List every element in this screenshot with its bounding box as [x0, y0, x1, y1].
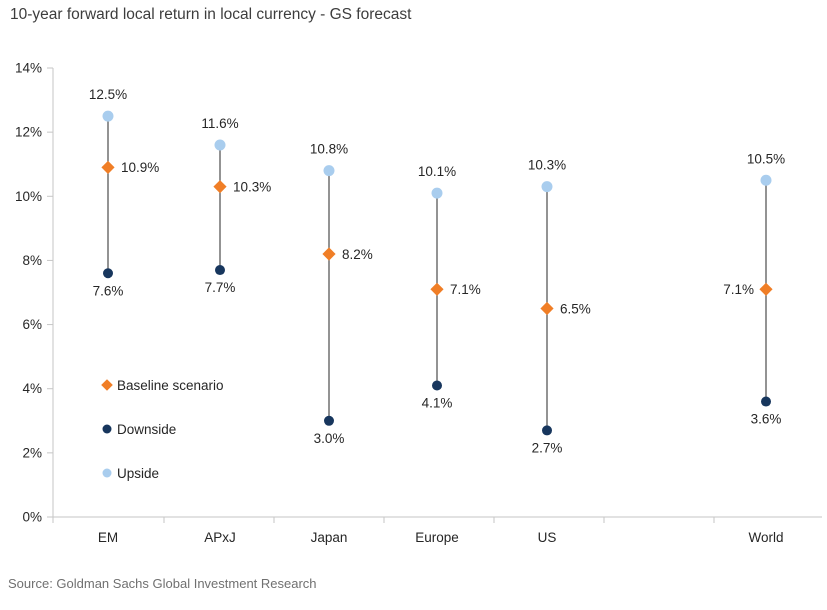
y-axis-tick-label: 0% — [22, 510, 42, 525]
y-axis-tick-label: 12% — [15, 125, 42, 140]
legend-downside-marker — [102, 424, 112, 434]
world-downside-value-label: 3.6% — [751, 412, 782, 427]
us-baseline-marker — [540, 301, 554, 316]
legend-upside-label: Upside — [117, 466, 159, 481]
x-axis-label-japan: Japan — [311, 530, 348, 545]
em-downside-marker — [103, 268, 113, 279]
japan-downside-value-label: 3.0% — [314, 431, 345, 446]
y-axis-tick-label: 14% — [15, 61, 42, 76]
y-axis-tick-label: 10% — [15, 189, 42, 204]
europe-downside-value-label: 4.1% — [422, 396, 453, 411]
legend-baseline-scenario-marker — [101, 379, 113, 391]
x-axis-label-em: EM — [98, 530, 118, 545]
us-baseline-value-label: 6.5% — [560, 301, 591, 316]
em-baseline-marker — [101, 160, 115, 175]
apxj-upside-value-label: 11.6% — [201, 116, 238, 131]
world-upside-marker — [760, 174, 772, 186]
x-axis-label-europe: Europe — [415, 530, 459, 545]
europe-downside-marker — [432, 380, 442, 391]
europe-baseline-marker — [430, 282, 444, 296]
japan-baseline-value-label: 8.2% — [342, 247, 373, 262]
apxj-baseline-marker — [213, 180, 227, 194]
apxj-downside-value-label: 7.7% — [205, 280, 236, 295]
japan-downside-marker — [324, 415, 334, 426]
x-axis-label-apxj: APxJ — [204, 530, 236, 545]
x-axis-label-world: World — [748, 530, 783, 545]
legend-downside-label: Downside — [117, 422, 176, 437]
europe-upside-value-label: 10.1% — [418, 164, 456, 179]
us-upside-value-label: 10.3% — [528, 158, 566, 173]
world-upside-value-label: 10.5% — [747, 151, 785, 166]
source-text: Source: Goldman Sachs Global Investment … — [8, 576, 317, 591]
apxj-baseline-value-label: 10.3% — [233, 179, 271, 194]
em-baseline-value-label: 10.9% — [121, 160, 159, 175]
japan-baseline-marker — [322, 247, 336, 261]
world-baseline-marker — [759, 282, 773, 296]
em-upside-marker — [102, 110, 114, 122]
y-axis-tick-label: 8% — [22, 253, 42, 268]
world-downside-marker — [761, 396, 771, 407]
us-upside-marker — [541, 181, 553, 193]
legend-upside-marker — [102, 468, 112, 478]
apxj-downside-marker — [215, 265, 225, 276]
us-downside-marker — [542, 425, 552, 436]
japan-upside-value-label: 10.8% — [310, 142, 348, 157]
world-baseline-value-label: 7.1% — [723, 282, 754, 297]
em-upside-value-label: 12.5% — [89, 87, 127, 102]
europe-baseline-value-label: 7.1% — [450, 282, 481, 297]
chart-title: 10-year forward local return in local cu… — [10, 6, 412, 23]
y-axis-tick-label: 4% — [22, 381, 42, 396]
y-axis-tick-label: 6% — [22, 317, 42, 332]
japan-upside-marker — [323, 165, 335, 177]
legend-baseline-scenario-label: Baseline scenario — [117, 378, 224, 393]
us-downside-value-label: 2.7% — [532, 440, 563, 455]
x-axis-label-us: US — [538, 530, 557, 545]
apxj-upside-marker — [214, 139, 226, 151]
em-downside-value-label: 7.6% — [93, 283, 124, 298]
europe-upside-marker — [431, 187, 443, 199]
y-axis-tick-label: 2% — [22, 445, 42, 460]
